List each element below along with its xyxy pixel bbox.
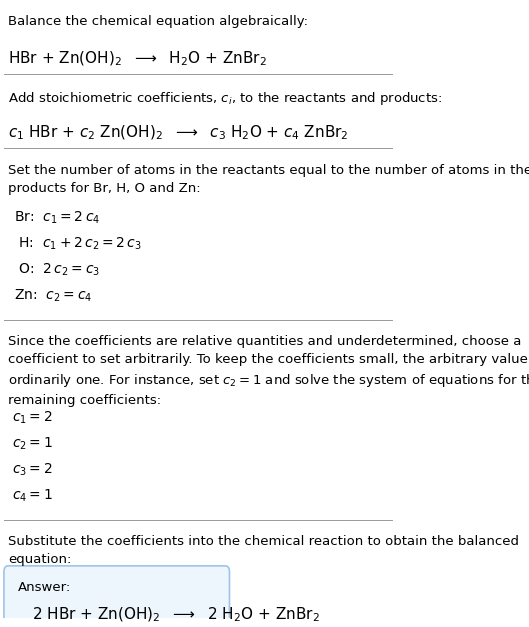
Text: $c_2 = 1$: $c_2 = 1$ <box>12 436 53 452</box>
Text: $c_1$ HBr + $c_2$ Zn(OH)$_2$  $\longrightarrow$  $c_3$ H$_2$O + $c_4$ ZnBr$_2$: $c_1$ HBr + $c_2$ Zn(OH)$_2$ $\longright… <box>8 124 349 142</box>
Text: $c_3 = 2$: $c_3 = 2$ <box>12 461 52 478</box>
Text: Since the coefficients are relative quantities and underdetermined, choose a
coe: Since the coefficients are relative quan… <box>8 335 529 408</box>
Text: Zn:  $c_2 = c_4$: Zn: $c_2 = c_4$ <box>14 288 92 304</box>
Text: Br:  $c_1 = 2\,c_4$: Br: $c_1 = 2\,c_4$ <box>14 210 100 226</box>
Text: Answer:: Answer: <box>18 581 71 594</box>
Text: HBr + Zn(OH)$_2$  $\longrightarrow$  H$_2$O + ZnBr$_2$: HBr + Zn(OH)$_2$ $\longrightarrow$ H$_2$… <box>8 50 267 68</box>
Text: $c_4 = 1$: $c_4 = 1$ <box>12 487 53 504</box>
Text: H:  $c_1 + 2\,c_2 = 2\,c_3$: H: $c_1 + 2\,c_2 = 2\,c_3$ <box>14 236 142 253</box>
Text: Balance the chemical equation algebraically:: Balance the chemical equation algebraica… <box>8 16 308 28</box>
Text: 2 HBr + Zn(OH)$_2$  $\longrightarrow$  2 H$_2$O + ZnBr$_2$: 2 HBr + Zn(OH)$_2$ $\longrightarrow$ 2 H… <box>32 606 320 624</box>
Text: $c_1 = 2$: $c_1 = 2$ <box>12 409 52 426</box>
Text: Add stoichiometric coefficients, $c_i$, to the reactants and products:: Add stoichiometric coefficients, $c_i$, … <box>8 90 442 107</box>
Text: O:  $2\,c_2 = c_3$: O: $2\,c_2 = c_3$ <box>14 262 100 278</box>
Text: Set the number of atoms in the reactants equal to the number of atoms in the
pro: Set the number of atoms in the reactants… <box>8 164 529 195</box>
FancyBboxPatch shape <box>4 566 230 627</box>
Text: Substitute the coefficients into the chemical reaction to obtain the balanced
eq: Substitute the coefficients into the che… <box>8 535 519 566</box>
